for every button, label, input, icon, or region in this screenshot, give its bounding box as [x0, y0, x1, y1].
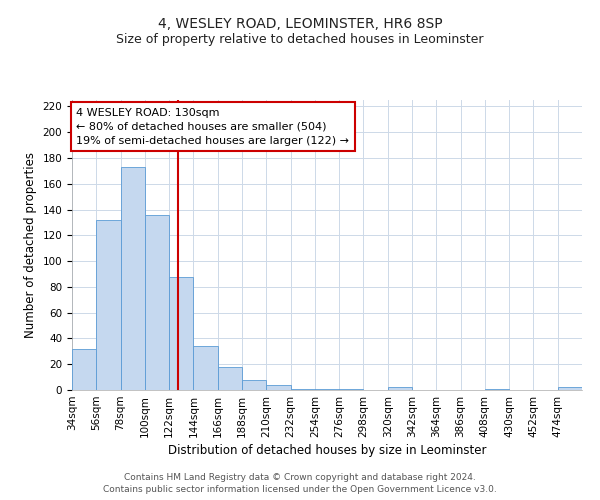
Text: Contains HM Land Registry data © Crown copyright and database right 2024.: Contains HM Land Registry data © Crown c… — [124, 474, 476, 482]
Text: 4, WESLEY ROAD, LEOMINSTER, HR6 8SP: 4, WESLEY ROAD, LEOMINSTER, HR6 8SP — [158, 18, 442, 32]
Bar — [315, 388, 339, 390]
Bar — [242, 380, 266, 390]
Bar — [339, 388, 364, 390]
Text: Contains public sector information licensed under the Open Government Licence v3: Contains public sector information licen… — [103, 485, 497, 494]
Bar — [218, 367, 242, 390]
Bar — [558, 388, 582, 390]
Bar — [121, 167, 145, 390]
Bar — [193, 346, 218, 390]
Bar — [485, 388, 509, 390]
Y-axis label: Number of detached properties: Number of detached properties — [24, 152, 37, 338]
X-axis label: Distribution of detached houses by size in Leominster: Distribution of detached houses by size … — [168, 444, 486, 457]
Bar — [388, 388, 412, 390]
Text: 4 WESLEY ROAD: 130sqm
← 80% of detached houses are smaller (504)
19% of semi-det: 4 WESLEY ROAD: 130sqm ← 80% of detached … — [76, 108, 349, 146]
Bar — [145, 214, 169, 390]
Bar — [169, 276, 193, 390]
Text: Size of property relative to detached houses in Leominster: Size of property relative to detached ho… — [116, 32, 484, 46]
Bar — [72, 349, 96, 390]
Bar — [266, 385, 290, 390]
Bar — [290, 388, 315, 390]
Bar — [96, 220, 121, 390]
